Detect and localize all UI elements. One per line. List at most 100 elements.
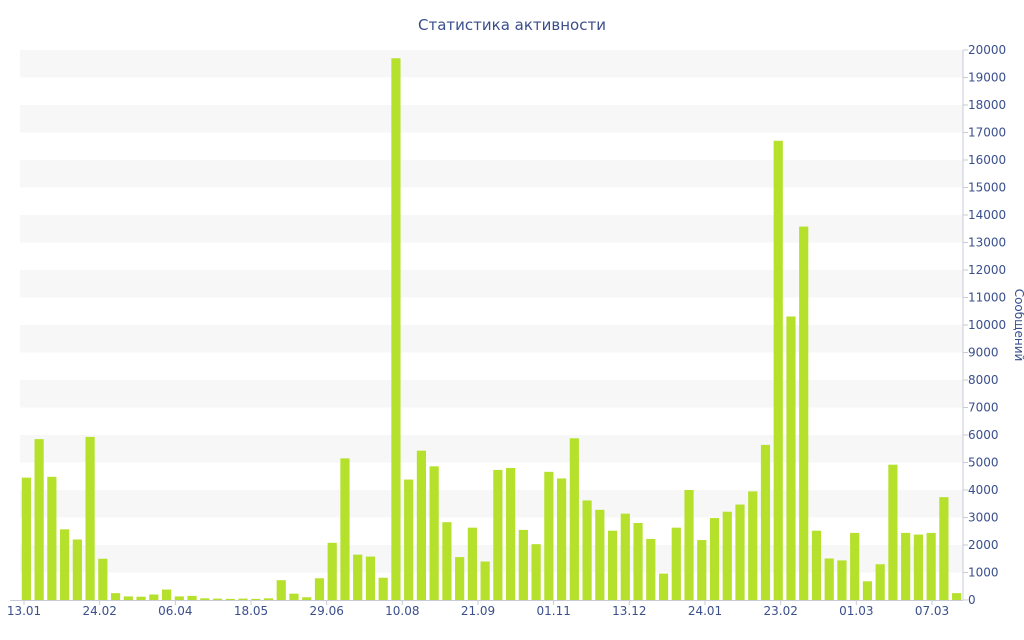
bar[interactable]	[722, 511, 732, 600]
y-tick-label: 9000	[968, 346, 999, 360]
grid-band	[20, 105, 963, 133]
bar[interactable]	[455, 557, 465, 600]
bar[interactable]	[773, 140, 783, 600]
bar[interactable]	[697, 540, 707, 600]
bar[interactable]	[493, 469, 503, 600]
bar[interactable]	[98, 558, 108, 600]
bar[interactable]	[276, 580, 286, 600]
x-tick-label: 29.06	[309, 604, 343, 618]
bar[interactable]	[595, 509, 605, 600]
y-tick-label: 5000	[968, 456, 999, 470]
y-tick-label: 13000	[968, 236, 1006, 250]
bar[interactable]	[391, 58, 401, 600]
bar[interactable]	[174, 596, 184, 600]
bar[interactable]	[506, 468, 516, 600]
bar[interactable]	[735, 504, 745, 600]
bar[interactable]	[404, 479, 414, 600]
bar[interactable]	[353, 554, 363, 601]
bar[interactable]	[799, 226, 809, 601]
bar[interactable]	[875, 564, 885, 600]
bar[interactable]	[544, 471, 554, 600]
bar[interactable]	[620, 513, 630, 600]
bar[interactable]	[136, 596, 146, 600]
bar[interactable]	[913, 534, 923, 600]
bar[interactable]	[85, 436, 95, 600]
bar[interactable]	[939, 497, 949, 600]
grid-band	[20, 380, 963, 408]
bar[interactable]	[47, 476, 57, 600]
bar[interactable]	[378, 577, 388, 600]
bar[interactable]	[709, 518, 720, 600]
y-tick-label: 1000	[968, 566, 999, 580]
bar[interactable]	[582, 500, 592, 600]
bar[interactable]	[862, 581, 873, 600]
x-tick-label: 01.03	[839, 604, 873, 618]
bar[interactable]	[200, 598, 210, 600]
bar-series	[21, 58, 962, 601]
grid-band	[20, 325, 963, 353]
bar[interactable]	[569, 438, 579, 600]
x-tick-label: 06.04	[158, 604, 192, 618]
bar[interactable]	[671, 527, 681, 600]
bar[interactable]	[760, 444, 771, 600]
bar[interactable]	[646, 538, 656, 600]
bar[interactable]	[251, 598, 261, 600]
bar[interactable]	[21, 477, 31, 601]
bar[interactable]	[34, 439, 44, 601]
bar[interactable]	[110, 593, 121, 601]
bar[interactable]	[888, 464, 898, 600]
bar[interactable]	[658, 573, 669, 600]
grid-band	[20, 545, 963, 573]
bar[interactable]	[327, 542, 337, 600]
bar[interactable]	[850, 532, 860, 600]
bar[interactable]	[467, 527, 477, 600]
bar[interactable]	[314, 578, 325, 600]
bar[interactable]	[684, 490, 694, 600]
x-tick-label: 18.05	[234, 604, 268, 618]
bar[interactable]	[518, 529, 528, 601]
bar[interactable]	[607, 530, 618, 600]
bar[interactable]	[926, 532, 936, 600]
bar[interactable]	[365, 556, 376, 600]
y-tick-label: 18000	[968, 98, 1006, 112]
y-tick-label: 12000	[968, 263, 1006, 277]
bar[interactable]	[952, 593, 962, 601]
bar[interactable]	[429, 466, 439, 600]
y-axis-title: Сообщений	[1012, 289, 1024, 362]
bar[interactable]	[416, 450, 426, 600]
bar[interactable]	[149, 594, 159, 601]
bar[interactable]	[212, 598, 223, 601]
bar[interactable]	[161, 589, 172, 600]
bar[interactable]	[901, 532, 911, 600]
x-tick-label: 24.02	[82, 604, 116, 618]
bar[interactable]	[238, 598, 248, 601]
bar[interactable]	[302, 597, 312, 600]
bar[interactable]	[442, 522, 452, 600]
bar[interactable]	[824, 558, 834, 600]
bar[interactable]	[263, 598, 274, 600]
x-tick-label: 07.03	[915, 604, 949, 618]
y-tick-label: 7000	[968, 401, 999, 415]
bar[interactable]	[123, 596, 133, 600]
bar[interactable]	[60, 529, 70, 600]
bar[interactable]	[557, 478, 567, 600]
bar[interactable]	[837, 560, 847, 600]
y-tick-label: 11000	[968, 291, 1006, 305]
bar[interactable]	[187, 595, 197, 601]
grid-band	[20, 270, 963, 298]
y-axis: 0 1000 2000 3000 4000 5000 6000 7000 8000 9000 100…	[962, 43, 1006, 607]
bar[interactable]	[748, 491, 758, 601]
bar[interactable]	[72, 539, 82, 601]
bar[interactable]	[340, 458, 350, 601]
bar[interactable]	[480, 561, 490, 601]
y-tick-label: 2000	[968, 538, 999, 552]
bar[interactable]	[811, 530, 822, 600]
bar[interactable]	[531, 544, 541, 600]
chart-title: Статистика активности	[418, 16, 606, 34]
bar[interactable]	[786, 316, 796, 600]
y-tick-label: 17000	[968, 126, 1006, 140]
bar[interactable]	[633, 523, 643, 600]
bar[interactable]	[225, 598, 235, 600]
x-tick-label: 10.08	[385, 604, 419, 618]
bar[interactable]	[289, 593, 299, 600]
